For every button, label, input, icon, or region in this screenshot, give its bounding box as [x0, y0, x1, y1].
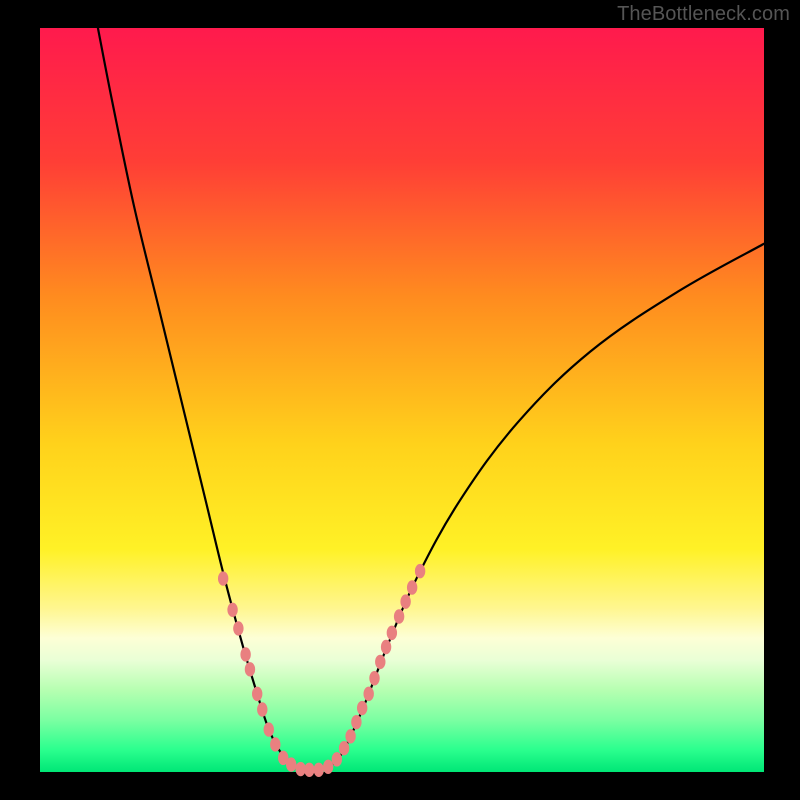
data-marker — [357, 701, 367, 715]
data-marker — [245, 662, 255, 676]
data-marker — [264, 722, 274, 736]
data-marker — [381, 640, 391, 654]
data-marker — [286, 757, 296, 771]
data-marker — [304, 763, 314, 777]
data-marker — [387, 626, 397, 640]
data-marker — [240, 647, 250, 661]
data-marker — [394, 609, 404, 623]
bottleneck-chart — [0, 0, 800, 800]
gradient-panel — [40, 28, 764, 772]
data-marker — [351, 715, 361, 729]
data-marker — [270, 737, 280, 751]
data-marker — [407, 580, 417, 594]
data-marker — [323, 760, 333, 774]
data-marker — [339, 741, 349, 755]
data-marker — [415, 564, 425, 578]
data-marker — [345, 729, 355, 743]
data-marker — [257, 702, 267, 716]
data-marker — [314, 763, 324, 777]
data-marker — [233, 621, 243, 635]
data-marker — [218, 571, 228, 585]
data-marker — [364, 687, 374, 701]
chart-root: TheBottleneck.com — [0, 0, 800, 800]
data-marker — [400, 594, 410, 608]
data-marker — [227, 603, 237, 617]
data-marker — [375, 655, 385, 669]
data-marker — [369, 671, 379, 685]
data-marker — [332, 752, 342, 766]
data-marker — [252, 687, 262, 701]
